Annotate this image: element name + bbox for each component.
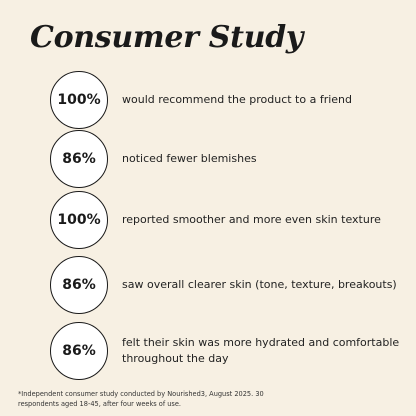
stat-item: 100% would recommend the product to a fr… — [50, 71, 400, 129]
stat-description: saw overall clearer skin (tone, texture,… — [122, 278, 397, 291]
stat-value-badge: 100% — [50, 71, 108, 129]
stat-item: 100% reported smoother and more even ski… — [50, 191, 400, 249]
stat-description: noticed fewer blemishes — [122, 152, 257, 165]
footnote: *Independent consumer study conducted by… — [18, 390, 264, 408]
page-title: Consumer Study — [30, 20, 304, 55]
stat-description: would recommend the product to a friend — [122, 93, 353, 106]
stat-item: 86% felt their skin was more hydrated an… — [50, 322, 400, 380]
stat-value-badge: 86% — [50, 256, 108, 314]
stat-description: reported smoother and more even skin tex… — [122, 213, 381, 226]
stat-value-badge: 100% — [50, 191, 108, 249]
stat-item: 86% noticed fewer blemishes — [50, 130, 400, 188]
stat-description: felt their skin was more hydrated and co… — [122, 336, 400, 365]
stat-value-badge: 86% — [50, 322, 108, 380]
stat-item: 86% saw overall clearer skin (tone, text… — [50, 256, 400, 314]
stat-value-badge: 86% — [50, 130, 108, 188]
